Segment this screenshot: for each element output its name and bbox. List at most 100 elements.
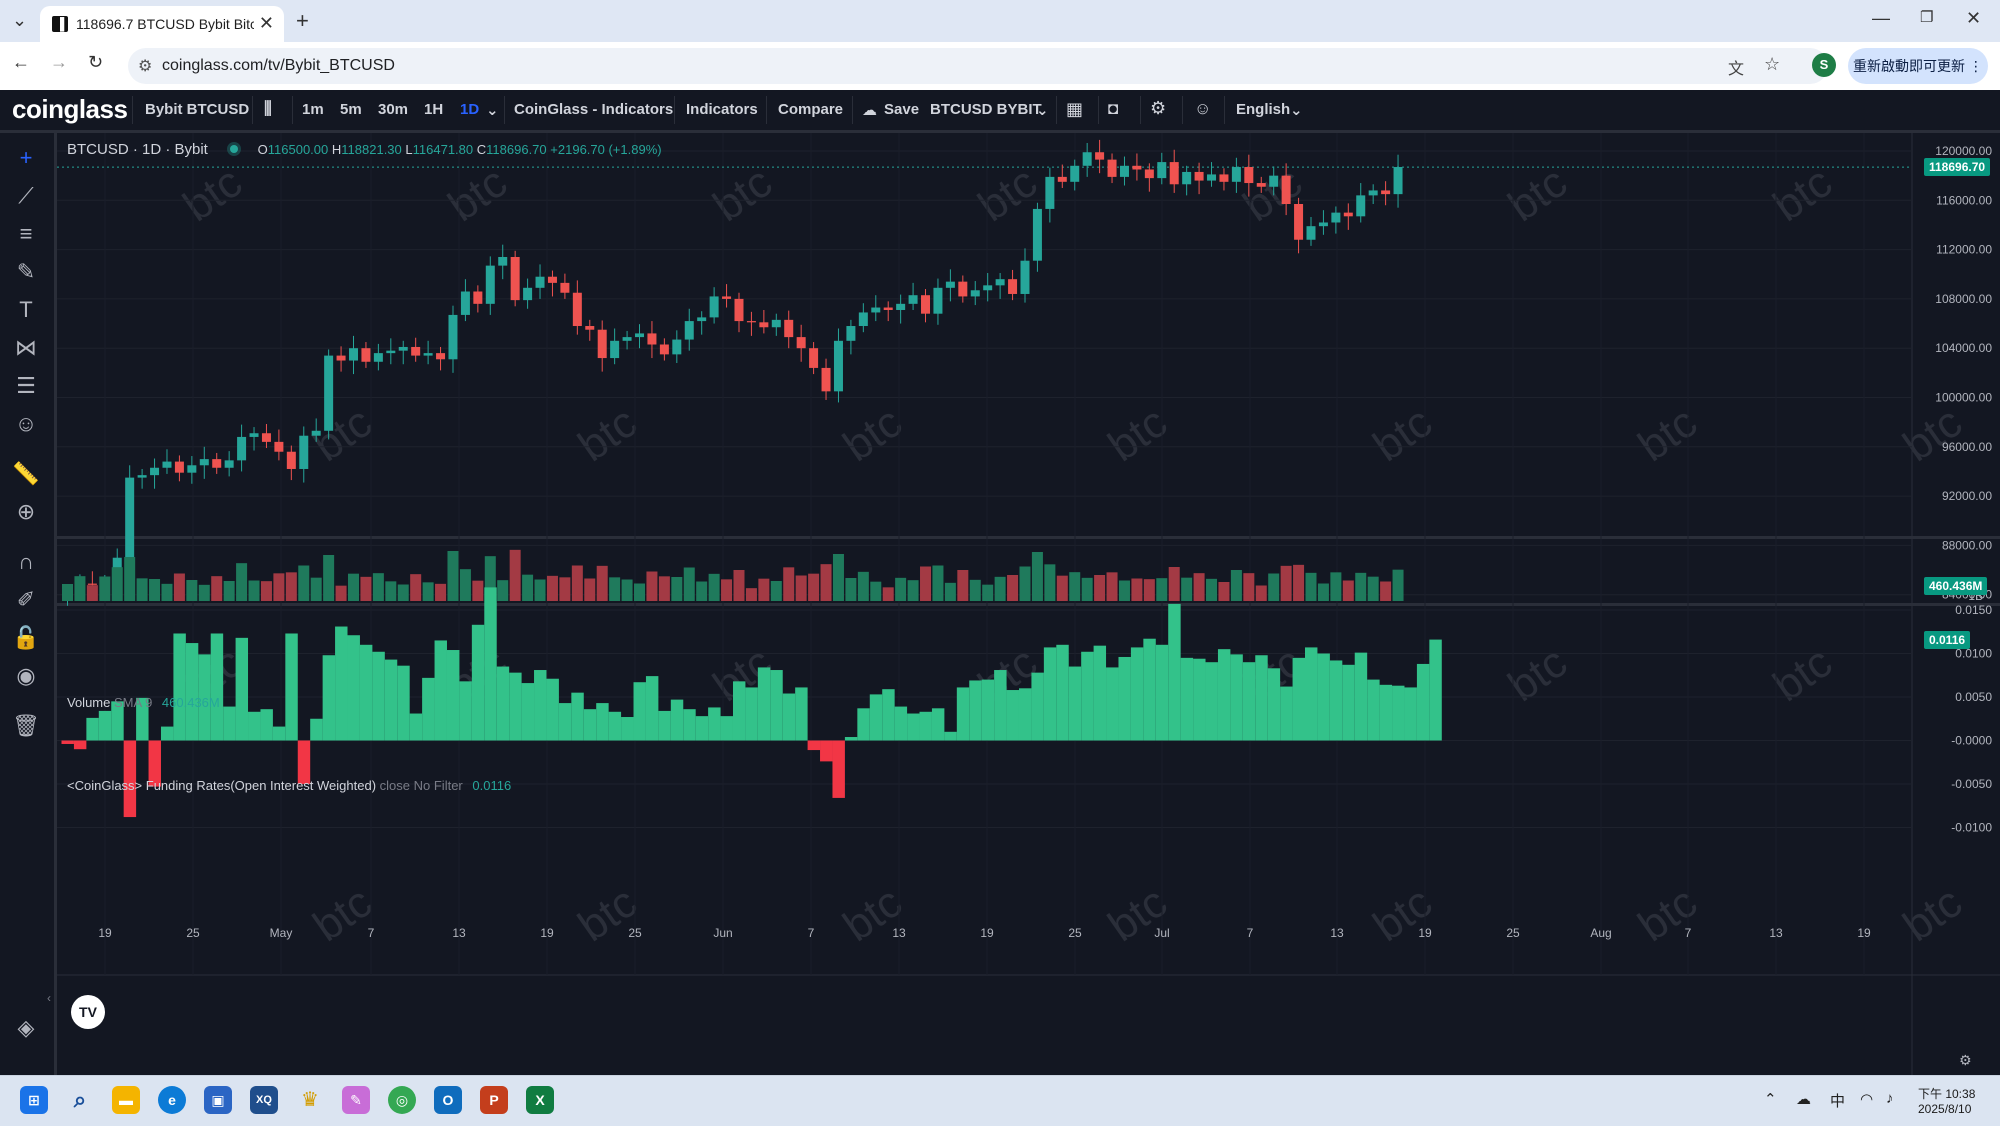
- interval-chevron-down-icon[interactable]: ⌄: [486, 102, 499, 119]
- excel-icon[interactable]: X: [526, 1086, 554, 1114]
- exchange-chevron-down-icon[interactable]: ⌄: [1036, 102, 1049, 119]
- eye-icon[interactable]: ◉: [16, 663, 36, 688]
- volume-speaker-icon[interactable]: ♪: [1886, 1090, 1894, 1107]
- funding-bar: [372, 651, 385, 741]
- volume-bar: [211, 576, 223, 601]
- layout-grid-icon[interactable]: ▦: [1066, 99, 1084, 119]
- funding-bar: [235, 637, 249, 741]
- clock-date[interactable]: 2025/8/10: [1918, 1102, 1972, 1116]
- back-arrow-icon[interactable]: ←: [12, 52, 30, 72]
- compare-button[interactable]: Compare: [778, 101, 844, 118]
- profile-avatar[interactable]: S: [1812, 53, 1836, 77]
- zoom-in-icon[interactable]: ⊕: [16, 499, 36, 524]
- interval-30m[interactable]: 30m: [378, 101, 409, 118]
- clock-time[interactable]: 下午 10:38: [1918, 1087, 1976, 1101]
- language-selector[interactable]: English: [1236, 101, 1291, 118]
- volume-bar: [982, 584, 994, 601]
- paint-app-icon[interactable]: ✎: [342, 1086, 370, 1114]
- outlook-icon[interactable]: O: [434, 1086, 462, 1114]
- settings-gear-icon[interactable]: ⚙: [1150, 98, 1167, 118]
- ime-indicator[interactable]: 中: [1830, 1093, 1846, 1110]
- chart-canvas[interactable]: btc btc btc btc btc btc btc btc btc btc btc btc btc b…: [57, 133, 2000, 1075]
- window-maximize-button[interactable]: ❐: [1920, 9, 1934, 26]
- crown-app-icon[interactable]: ♛: [301, 1089, 319, 1111]
- brush-icon[interactable]: ✎: [16, 259, 36, 284]
- volume-bar: [845, 578, 857, 601]
- forward-arrow-icon[interactable]: →: [50, 52, 68, 72]
- funding-bar: [248, 711, 261, 741]
- chart-area[interactable]: btc btc btc btc btc btc btc btc btc btc btc btc btc b…: [47, 133, 2000, 1075]
- onedrive-cloud-icon[interactable]: ☁: [1796, 1091, 1811, 1108]
- user-icon[interactable]: ☺: [1194, 99, 1212, 118]
- translate-icon[interactable]: 文: [1728, 61, 1745, 78]
- pattern-icon[interactable]: ⋈: [15, 335, 37, 360]
- lock-drawing-pencil-icon[interactable]: ✐: [16, 587, 36, 612]
- url-omnibox[interactable]: ⚙ coinglass.com/tv/Bybit_BTCUSD 文 ☆: [128, 48, 1828, 84]
- language-chevron-down-icon[interactable]: ⌄: [1290, 102, 1303, 119]
- ruler-icon[interactable]: 📏: [12, 461, 40, 486]
- candle-body: [1281, 175, 1291, 204]
- funding-tick-label: 0.0150: [1955, 603, 1992, 617]
- windows-taskbar: ⊞ ⌕ ▬ e ▣ XQ ♛ ✎ ◎ O P X ⌃ ☁ 中 ◠ ♪ 下午 10…: [0, 1075, 2000, 1126]
- lock-icon[interactable]: 🔓: [12, 625, 40, 650]
- funding-bar: [596, 703, 609, 741]
- candle-body: [1169, 162, 1179, 185]
- coinglass-logo[interactable]: coinglass: [12, 94, 128, 124]
- funding-bar: [882, 689, 895, 741]
- funding-bar: [496, 666, 510, 741]
- time-axis-settings-icon[interactable]: ⚙: [1959, 1052, 1972, 1068]
- windows-start-icon[interactable]: ⊞: [20, 1086, 48, 1114]
- tradingview-logo-icon[interactable]: TV: [71, 995, 105, 1029]
- browser-tab[interactable]: ▐ 118696.7 BTCUSD Bybit Bitcoin ✕: [40, 6, 284, 42]
- tab-list-chevron-icon[interactable]: ⌄: [12, 10, 28, 30]
- text-icon[interactable]: T: [19, 297, 33, 322]
- layers-icon[interactable]: ◈: [17, 1015, 35, 1040]
- xq-app-icon[interactable]: XQ: [250, 1086, 278, 1114]
- volume-bar: [671, 577, 683, 601]
- edge-browser-icon[interactable]: e: [158, 1086, 186, 1114]
- file-explorer-icon[interactable]: ▬: [112, 1086, 140, 1114]
- url-text[interactable]: coinglass.com/tv/Bybit_BTCUSD: [162, 57, 395, 74]
- emoji-icon[interactable]: ☺: [14, 411, 38, 436]
- interval-1h[interactable]: 1H: [424, 101, 444, 118]
- cloud-save-icon[interactable]: ☁: [862, 102, 877, 119]
- new-tab-button[interactable]: +: [296, 8, 309, 33]
- horizontal-lines-icon[interactable]: ≡: [19, 221, 33, 246]
- interval-1m[interactable]: 1m: [302, 101, 324, 118]
- bookmark-star-icon[interactable]: ☆: [1764, 54, 1781, 74]
- magnet-icon[interactable]: ∩: [18, 549, 34, 574]
- wifi-icon[interactable]: ◠: [1860, 1091, 1874, 1108]
- forecast-icon[interactable]: ☰: [16, 373, 36, 398]
- exchange-selector[interactable]: BTCUSD BYBIT: [930, 101, 1042, 118]
- watermark-text: btc: [1630, 877, 1706, 951]
- indicators-button[interactable]: Indicators: [686, 101, 758, 118]
- powerpoint-icon[interactable]: P: [480, 1086, 508, 1114]
- candle-body: [249, 433, 259, 437]
- trend-line-icon[interactable]: ⟋: [18, 183, 34, 208]
- tray-chevron-up-icon[interactable]: ⌃: [1764, 1091, 1777, 1108]
- window-close-button[interactable]: ✕: [1966, 8, 1982, 28]
- symbol-search-button[interactable]: Bybit BTCUSD: [145, 101, 250, 118]
- interval-5m[interactable]: 5m: [340, 101, 362, 118]
- site-info-icon[interactable]: ⚙: [138, 58, 153, 75]
- camera-icon[interactable]: ◘: [1108, 99, 1119, 118]
- search-icon[interactable]: ⌕: [73, 1087, 87, 1112]
- save-button[interactable]: Save: [884, 101, 920, 118]
- candle-body: [473, 291, 483, 304]
- funding-bar: [98, 710, 112, 741]
- collapse-toolbar-chevron-icon[interactable]: ‹: [47, 991, 51, 1005]
- crosshair-icon[interactable]: +: [19, 145, 33, 170]
- window-minimize-button[interactable]: —: [1872, 8, 1890, 28]
- candle-body: [709, 296, 719, 318]
- funding-bar: [633, 682, 646, 741]
- tab-close-icon[interactable]: ✕: [258, 13, 274, 33]
- candle-body: [1045, 176, 1055, 209]
- update-button[interactable]: 重新啟動即可更新 ⋮: [1848, 48, 1988, 84]
- chart-type-candles-icon[interactable]: ⫼: [264, 99, 272, 118]
- coinglass-indicators-button[interactable]: CoinGlass - Indicators: [514, 101, 674, 118]
- chrome-browser-icon[interactable]: ◎: [388, 1086, 416, 1114]
- interval-1d[interactable]: 1D: [460, 101, 480, 118]
- store-icon[interactable]: ▣: [204, 1086, 232, 1114]
- trash-icon[interactable]: 🗑: [12, 713, 40, 738]
- reload-icon[interactable]: ↻: [88, 52, 104, 72]
